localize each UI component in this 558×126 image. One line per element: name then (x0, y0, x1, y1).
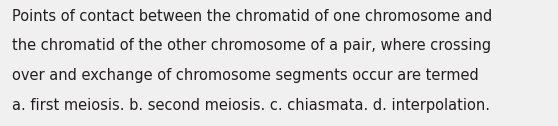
Text: a. first meiosis. b. second meiosis. c. chiasmata. d. interpolation.: a. first meiosis. b. second meiosis. c. … (12, 98, 490, 113)
Text: Points of contact between the chromatid of one chromosome and: Points of contact between the chromatid … (12, 9, 493, 24)
Text: over and exchange of chromosome segments occur are termed: over and exchange of chromosome segments… (12, 68, 479, 83)
Text: the chromatid of the other chromosome of a pair, where crossing: the chromatid of the other chromosome of… (12, 38, 492, 53)
